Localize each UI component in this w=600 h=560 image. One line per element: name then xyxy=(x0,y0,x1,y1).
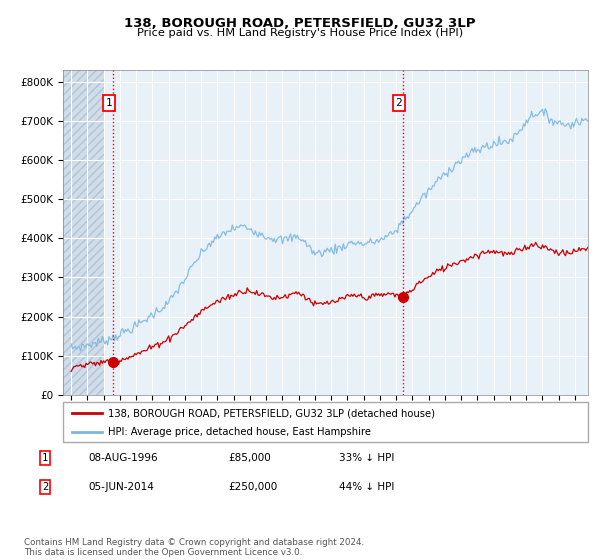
Text: 05-JUN-2014: 05-JUN-2014 xyxy=(89,482,155,492)
Text: 44% ↓ HPI: 44% ↓ HPI xyxy=(339,482,394,492)
Text: HPI: Average price, detached house, East Hampshire: HPI: Average price, detached house, East… xyxy=(107,427,371,437)
Bar xyxy=(63,70,104,395)
Text: 2: 2 xyxy=(395,98,403,108)
Text: 138, BOROUGH ROAD, PETERSFIELD, GU32 3LP: 138, BOROUGH ROAD, PETERSFIELD, GU32 3LP xyxy=(124,17,476,30)
Text: Contains HM Land Registry data © Crown copyright and database right 2024.
This d: Contains HM Land Registry data © Crown c… xyxy=(24,538,364,557)
Text: 1: 1 xyxy=(106,98,112,108)
Text: 2: 2 xyxy=(42,482,48,492)
Text: 1: 1 xyxy=(42,453,48,463)
Text: £85,000: £85,000 xyxy=(228,453,271,463)
Text: 33% ↓ HPI: 33% ↓ HPI xyxy=(339,453,394,463)
Text: 138, BOROUGH ROAD, PETERSFIELD, GU32 3LP (detached house): 138, BOROUGH ROAD, PETERSFIELD, GU32 3LP… xyxy=(107,408,434,418)
Text: Price paid vs. HM Land Registry's House Price Index (HPI): Price paid vs. HM Land Registry's House … xyxy=(137,28,463,38)
Text: £250,000: £250,000 xyxy=(228,482,277,492)
Text: 08-AUG-1996: 08-AUG-1996 xyxy=(89,453,158,463)
